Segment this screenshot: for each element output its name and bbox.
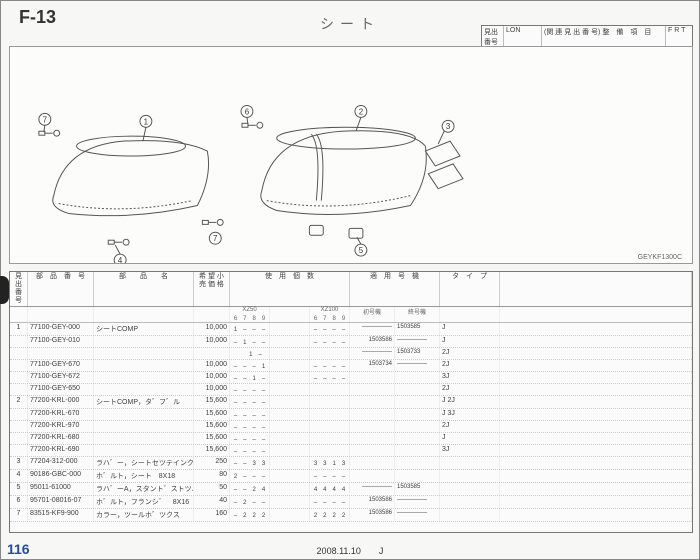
parts-catalog-page: F-13 シート 見出 番号 LON (関 連 見 出 番 号) 整 備 項 目… [0, 0, 700, 560]
section-title: シート [320, 14, 380, 34]
callout-6: 6 [241, 105, 253, 124]
parts-table-subheader: XZ506 7 8 9 XZ1006 7 8 9 初号機 終号機 [10, 307, 692, 323]
parts-table-body: 177100-GEY-000シートCOMP10,0001 – – –– – – … [10, 323, 692, 522]
callout-3: 3 [438, 120, 454, 144]
svg-text:6: 6 [245, 107, 250, 116]
svg-text:1: 1 [144, 117, 149, 126]
svg-text:7: 7 [43, 115, 47, 124]
callout-5: 5 [355, 237, 367, 256]
section-code: F-13 [19, 7, 56, 28]
table-row: 77100-GEY-65010,000– – – – 2J [10, 384, 692, 396]
diagram-model-code: GEYKF1300C [638, 254, 682, 261]
svg-text:4: 4 [118, 256, 123, 263]
rb-head-lon: LON [504, 26, 542, 48]
rb-head-frt: F R T [666, 26, 692, 48]
table-row: 77100-GEY-01010,000– 1 – –– – – –1503586… [10, 336, 692, 348]
diagram-svg: 1 2 3 4 5 6 7 7 [10, 47, 692, 263]
callout-7b: 7 [209, 232, 221, 244]
callout-4: 4 [114, 245, 126, 263]
svg-text:3: 3 [446, 122, 451, 131]
svg-text:5: 5 [359, 246, 364, 255]
table-row: 77100-GEY-67210,000– – 1 –– – – –3J [10, 372, 692, 384]
table-row: 783515-KF9-900カラー，ツールホ゛ツクス160– 2 2 22 2 … [10, 509, 692, 522]
svg-text:7: 7 [213, 234, 217, 243]
footer-date: 2008.11.10 J [317, 544, 384, 557]
table-row: 695701-08016-07ホ゛ルト，フランシ゛ 8X1640– 2 – ––… [10, 496, 692, 509]
table-row: 177100-GEY-000シートCOMP10,0001 – – –– – – … [10, 323, 692, 336]
rb-head-desc: (関 連 見 出 番 号) 整 備 項 目 [542, 26, 666, 48]
table-row: 77200-KRL-69015,600– – – – 3J [10, 445, 692, 457]
callout-7: 7 [39, 113, 51, 132]
table-row: 77200-KRL-67015,600– – – – J 3J [10, 409, 692, 421]
page-tab [0, 276, 9, 304]
callout-1: 1 [140, 115, 152, 141]
table-row: 595011-61000ラハ゛ーA，スタント゛ストツハ゜ー50– – 2 44 … [10, 483, 692, 496]
table-row: 77100-GEY-67010,000– – – 1– – – –1503734… [10, 360, 692, 372]
table-row: 1 – —————15037332J [10, 348, 692, 360]
svg-text:2: 2 [359, 107, 363, 116]
table-row: 77200-KRL-68015,600– – – – J [10, 433, 692, 445]
parts-table-header: 見出 番号 部 品 番 号 部 品 名 希 望 小 売 価 格 使 用 個 数 … [10, 272, 692, 307]
table-row: 490186-GBC-000ホ゛ルト，シート 8X18802 – – –– – … [10, 470, 692, 483]
table-row: 377204-312-000ラハ゛ー，シートセツテインク゛250– – 3 33… [10, 457, 692, 470]
rb-head-num: 見出 番号 [482, 26, 504, 48]
exploded-diagram: 1 2 3 4 5 6 7 7 GEYKF1300C [9, 46, 693, 264]
page-number: 116 [7, 541, 30, 557]
table-row: 277200-KRL-000シートCOMP，タ゛フ゛ル15,600– – – –… [10, 396, 692, 409]
parts-table: 見出 番号 部 品 番 号 部 品 名 希 望 小 売 価 格 使 用 個 数 … [9, 271, 693, 533]
table-row: 77200-KRL-97015,600– – – – 2J [10, 421, 692, 433]
